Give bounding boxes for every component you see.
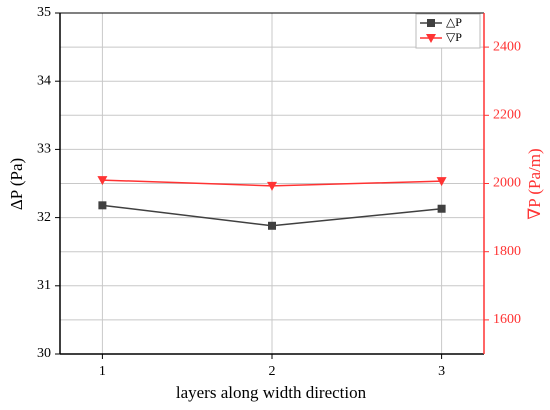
y2-tick-label: 2000: [493, 176, 521, 191]
y2-tick-label: 2200: [493, 108, 521, 123]
marker: [427, 19, 435, 27]
y-tick-label: 30: [37, 346, 51, 361]
y2-tick-label: 1600: [493, 312, 521, 327]
y-tick-label: 34: [37, 73, 51, 88]
x-tick-label: 2: [269, 364, 276, 379]
y2-tick-label: 2400: [493, 39, 521, 54]
y-tick-label: 32: [37, 210, 51, 225]
marker: [436, 177, 447, 187]
marker: [98, 201, 107, 210]
y-tick-label: 35: [37, 5, 51, 20]
marker: [426, 34, 436, 43]
marker: [267, 181, 277, 191]
legend-label: △P: [446, 15, 462, 29]
y2-tick-label: 1800: [493, 244, 521, 259]
y2-axis-label: ∇P (Pa/m): [525, 148, 544, 219]
legend-box: [415, 13, 481, 49]
marker: [268, 221, 276, 230]
marker: [437, 204, 446, 213]
legend-label: ▽P: [446, 30, 462, 44]
x-tick-label: 3: [438, 364, 445, 379]
y-tick-label: 33: [37, 142, 51, 157]
marker: [97, 176, 108, 186]
x-axis-label: layers along width direction: [176, 383, 367, 402]
y-tick-label: 31: [37, 278, 51, 293]
y-axis-label: ΔP (Pa): [7, 158, 26, 210]
x-tick-label: 1: [99, 364, 106, 379]
